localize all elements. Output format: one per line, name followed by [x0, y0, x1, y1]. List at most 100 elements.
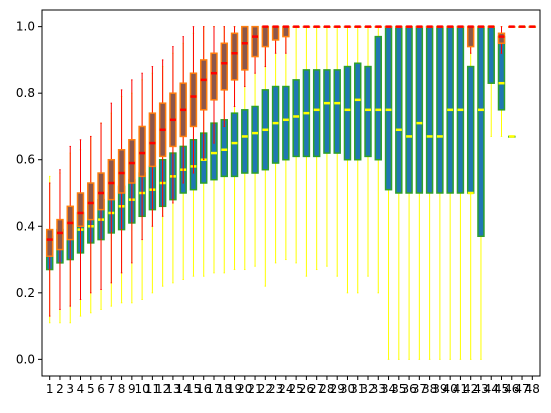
series-b-box-42: [466, 25, 475, 54]
y-tick-label: 0.2: [16, 286, 35, 300]
x-tick-label: 2: [56, 382, 64, 396]
series-a-box-33: [374, 26, 383, 294]
series-b-box-25: [292, 25, 300, 28]
x-tick-label: 43: [473, 382, 488, 396]
series-a-box-39: [436, 25, 444, 360]
series-b-box-40: [446, 25, 454, 28]
x-tick-label: 7: [107, 382, 115, 396]
series-b-box-9: [128, 79, 136, 264]
series-b-box-32: [364, 25, 372, 28]
series-b-box-22: [261, 25, 270, 68]
x-tick-label: 40: [443, 382, 458, 396]
y-tick-label: 0.8: [16, 86, 35, 100]
x-tick-label: 45: [494, 382, 509, 396]
series-a-box-26: [302, 26, 311, 277]
series-b-box-48: [528, 25, 537, 28]
x-tick-label: 41: [453, 382, 468, 396]
iqr-box: [56, 218, 64, 251]
series-b-box-23: [271, 25, 280, 54]
y-tick-label: 1.0: [16, 20, 35, 34]
iqr-box: [425, 25, 434, 194]
iqr-box: [220, 42, 228, 91]
series-a-box-32: [364, 26, 372, 277]
iqr-box: [199, 59, 208, 111]
x-tick-label: 30: [340, 382, 355, 396]
iqr-box: [282, 85, 290, 161]
series-b-box-46: [508, 25, 516, 28]
iqr-box: [189, 72, 198, 128]
iqr-box: [466, 65, 475, 194]
series-b-group: [45, 25, 537, 317]
x-tick-label: 13: [165, 382, 180, 396]
series-b-box-38: [425, 25, 434, 28]
iqr-box: [220, 119, 228, 178]
series-b-box-30: [343, 25, 352, 28]
series-a-box-28: [323, 26, 331, 267]
x-tick-label: 12: [155, 382, 170, 396]
x-tick-label: 39: [432, 382, 447, 396]
series-a-box-31: [354, 26, 362, 294]
series-b-box-31: [354, 25, 362, 28]
series-a-box-36: [405, 25, 413, 360]
x-tick-label: 23: [268, 382, 283, 396]
iqr-box: [251, 105, 259, 174]
series-a-box-42: [466, 26, 475, 360]
plot-area: [45, 25, 537, 360]
iqr-box: [466, 25, 475, 48]
series-a-box-30: [343, 26, 352, 294]
iqr-box: [436, 25, 444, 194]
x-tick-label: 24: [278, 382, 293, 396]
iqr-box: [117, 148, 126, 194]
y-tick-label: 0.0: [16, 352, 35, 366]
series-a-box-25: [292, 26, 300, 264]
x-tick-label: 32: [360, 382, 375, 396]
series-b-box-2: [56, 169, 64, 310]
series-a-box-41: [456, 25, 465, 360]
series-b-box-29: [333, 25, 341, 28]
series-a-box-27: [312, 26, 321, 271]
iqr-box: [97, 172, 105, 211]
x-tick-label: 27: [309, 382, 324, 396]
iqr-box: [76, 192, 85, 228]
y-tick-label: 0.4: [16, 219, 35, 233]
iqr-box: [230, 32, 239, 81]
series-a-box-37: [415, 25, 424, 360]
iqr-box: [384, 25, 393, 191]
series-b-box-13: [169, 46, 177, 204]
x-tick-label: 15: [186, 382, 201, 396]
series-b-box-33: [374, 25, 383, 28]
x-tick-label: 38: [422, 382, 437, 396]
series-b-box-18: [220, 26, 228, 127]
x-tick-label: 19: [227, 382, 242, 396]
x-tick-label: 34: [381, 382, 396, 396]
series-a-box-23: [271, 26, 280, 264]
series-b-box-5: [87, 135, 95, 294]
iqr-box: [271, 85, 280, 164]
x-tick-label: 9: [128, 382, 136, 396]
series-b-box-11: [148, 66, 157, 227]
iqr-box: [230, 112, 239, 178]
series-a-box-38: [425, 25, 434, 360]
series-b-box-14: [179, 36, 187, 184]
iqr-box: [107, 158, 116, 201]
iqr-box: [333, 69, 341, 154]
iqr-box: [138, 125, 146, 178]
series-b-box-10: [138, 72, 146, 241]
series-b-box-43: [477, 25, 485, 28]
iqr-box: [312, 69, 321, 158]
series-b-box-17: [210, 26, 218, 144]
series-b-box-28: [323, 25, 331, 28]
series-a-box-24: [282, 26, 290, 261]
x-tick-label: 16: [196, 382, 211, 396]
y-tick-label: 0.6: [16, 153, 35, 167]
x-tick-label: 46: [504, 382, 519, 396]
iqr-box: [477, 25, 485, 238]
y-axis: 0.0 0.2 0.4 0.6 0.8 1.0: [16, 20, 42, 366]
series-b-box-35: [395, 25, 403, 28]
series-a-box-29: [333, 26, 341, 277]
x-tick-label: 31: [350, 382, 365, 396]
iqr-box: [374, 35, 383, 161]
x-tick-label: 35: [391, 382, 406, 396]
x-tick-label: 18: [217, 382, 232, 396]
